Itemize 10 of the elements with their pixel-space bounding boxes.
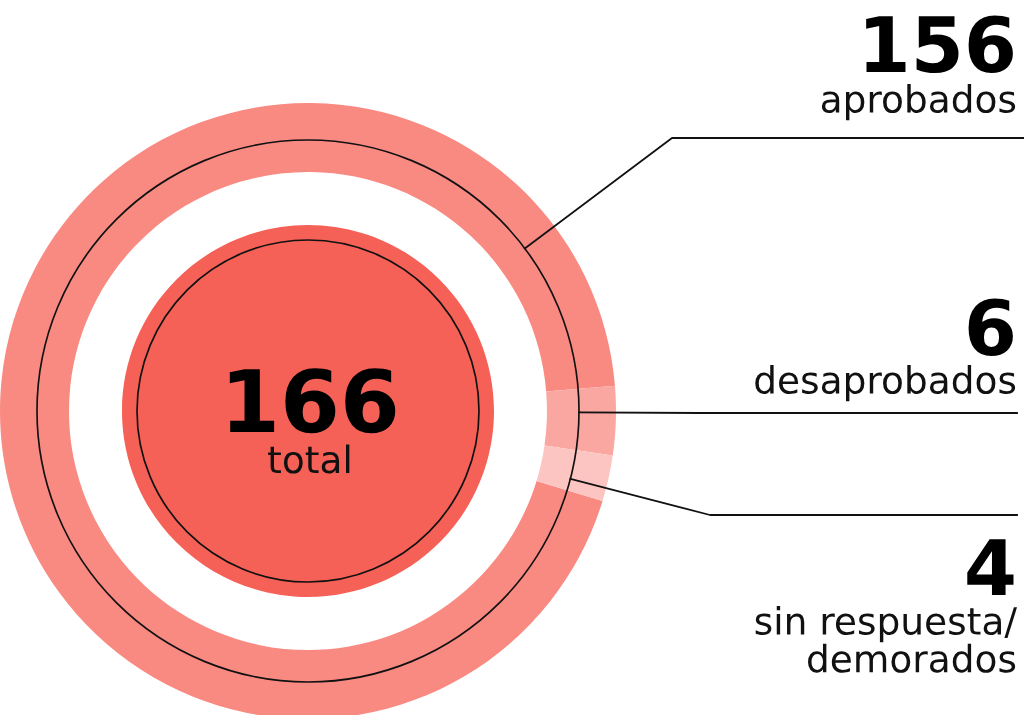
data-label: 156 <box>866 15 1013 74</box>
slice-label: sin respuesta/ demorados <box>755 606 1018 673</box>
slice-label: desaprobados <box>755 365 1016 402</box>
text: 166 <box>229 368 396 434</box>
data-label: 4 <box>967 539 1014 595</box>
donut-slice <box>544 385 616 456</box>
donut-slice <box>536 445 613 502</box>
text: total <box>268 444 350 474</box>
slice-label: aprobados <box>821 84 1016 121</box>
data-label: 6 <box>968 298 1013 357</box>
